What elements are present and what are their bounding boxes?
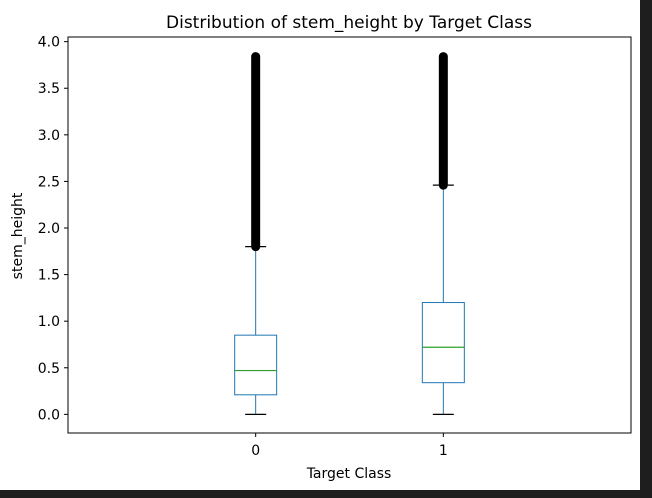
y-tick-label: 4.0	[38, 35, 60, 51]
y-tick-label: 1.5	[38, 268, 60, 284]
box-series-1	[421, 52, 465, 415]
box-plot-chart: Distribution of stem_height by Target Cl…	[10, 13, 632, 482]
box-iqr	[421, 302, 465, 384]
axes-frame	[67, 36, 632, 434]
plot-area: 0.0 0.5 1.0 1.5 2.0 2.5 3.0 3.5 4.0 0 1	[38, 35, 632, 459]
y-tick-label: 2.0	[38, 221, 60, 237]
x-tick-label: 0	[251, 443, 260, 459]
y-tick-label: 3.0	[38, 128, 60, 144]
box-series-0	[234, 52, 278, 415]
y-tick-label: 1.0	[38, 314, 60, 330]
chart-figure: Distribution of stem_height by Target Cl…	[0, 0, 640, 490]
y-axis-label: stem_height	[10, 192, 26, 279]
y-tick-label: 0.0	[38, 407, 60, 423]
y-tick-label: 2.5	[38, 174, 60, 190]
x-tick-label: 1	[439, 443, 448, 459]
y-tick-label: 3.5	[38, 81, 60, 97]
box-iqr	[234, 334, 278, 396]
y-tick-label: 0.5	[38, 361, 60, 377]
chart-title: Distribution of stem_height by Target Cl…	[166, 13, 532, 33]
x-axis-label: Target Class	[306, 466, 392, 482]
